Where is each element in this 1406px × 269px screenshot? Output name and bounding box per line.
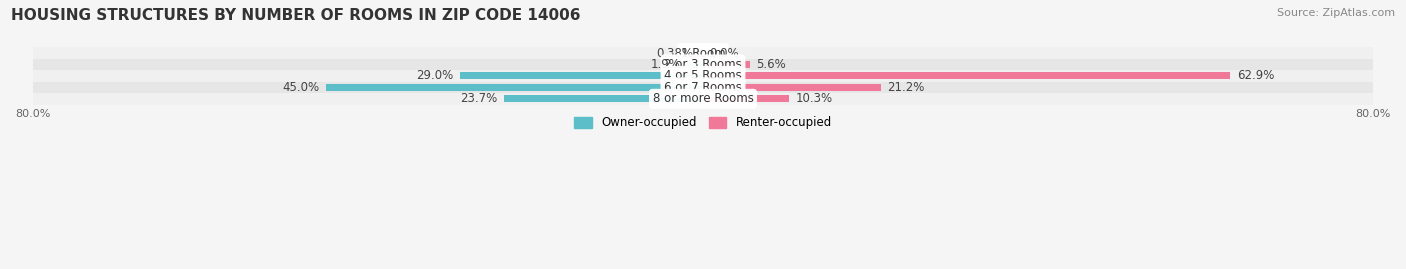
Bar: [32, 47, 1374, 59]
Bar: [703, 84, 880, 91]
Text: 45.0%: 45.0%: [283, 81, 319, 94]
Bar: [326, 84, 703, 91]
Text: 6 or 7 Rooms: 6 or 7 Rooms: [664, 81, 742, 94]
Legend: Owner-occupied, Renter-occupied: Owner-occupied, Renter-occupied: [569, 112, 837, 134]
Text: 5.6%: 5.6%: [756, 58, 786, 71]
Text: 0.38%: 0.38%: [657, 47, 693, 59]
Bar: [505, 95, 703, 102]
Bar: [32, 93, 1374, 105]
Text: 1.9%: 1.9%: [651, 58, 681, 71]
Bar: [32, 59, 1374, 70]
Text: 23.7%: 23.7%: [461, 92, 498, 105]
Bar: [460, 72, 703, 79]
Bar: [703, 61, 749, 68]
Text: HOUSING STRUCTURES BY NUMBER OF ROOMS IN ZIP CODE 14006: HOUSING STRUCTURES BY NUMBER OF ROOMS IN…: [11, 8, 581, 23]
Text: 29.0%: 29.0%: [416, 69, 453, 82]
Bar: [32, 82, 1374, 93]
Bar: [703, 72, 1230, 79]
Text: 21.2%: 21.2%: [887, 81, 925, 94]
Bar: [703, 95, 789, 102]
Text: 1 Room: 1 Room: [681, 47, 725, 59]
Text: 0.0%: 0.0%: [710, 47, 740, 59]
Text: 10.3%: 10.3%: [796, 92, 834, 105]
Text: Source: ZipAtlas.com: Source: ZipAtlas.com: [1277, 8, 1395, 18]
Bar: [700, 49, 703, 56]
Text: 8 or more Rooms: 8 or more Rooms: [652, 92, 754, 105]
Text: 2 or 3 Rooms: 2 or 3 Rooms: [664, 58, 742, 71]
Text: 4 or 5 Rooms: 4 or 5 Rooms: [664, 69, 742, 82]
Bar: [32, 70, 1374, 82]
Bar: [688, 61, 703, 68]
Text: 62.9%: 62.9%: [1237, 69, 1274, 82]
